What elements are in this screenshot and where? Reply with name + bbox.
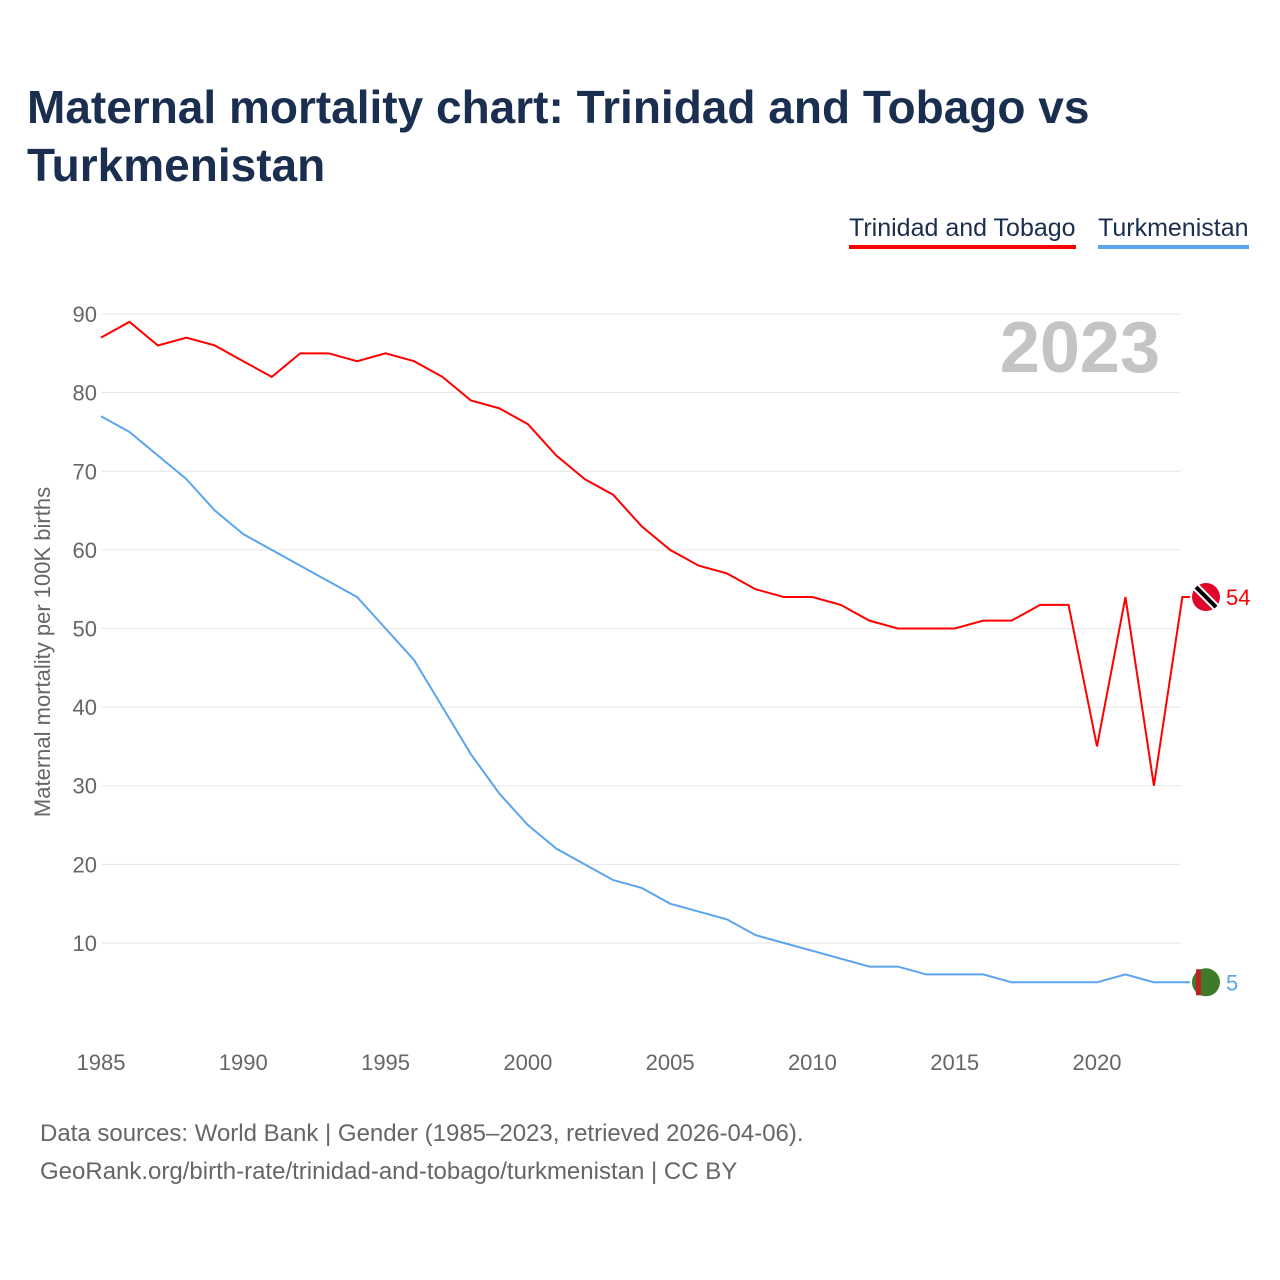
flag-stripe	[1196, 969, 1201, 996]
x-tick-label: 1985	[77, 1050, 126, 1075]
year-watermark: 2023	[1000, 308, 1160, 388]
y-tick-label: 20	[73, 852, 97, 877]
y-tick-label: 90	[73, 302, 97, 327]
footer-link[interactable]: GeoRank.org/birth-rate/trinidad-and-toba…	[40, 1158, 738, 1185]
y-tick-label: 70	[73, 459, 97, 484]
y-tick-label: 80	[73, 381, 97, 406]
x-tick-label: 2000	[503, 1050, 552, 1075]
x-tick-label: 1990	[219, 1050, 268, 1075]
x-tick-label: 2015	[930, 1050, 979, 1075]
y-tick-label: 10	[73, 931, 97, 956]
y-axis-label: Maternal mortality per 100K births	[30, 487, 55, 817]
flag-stripe	[1194, 585, 1218, 609]
end-value-label: 54	[1226, 585, 1250, 610]
legend-trinidad-and-tobago[interactable]: Trinidad and Tobago	[849, 214, 1076, 249]
x-tick-label: 2010	[788, 1050, 837, 1075]
x-tick-label: 2020	[1073, 1050, 1122, 1075]
x-tick-label: 1995	[361, 1050, 410, 1075]
y-tick-label: 30	[73, 774, 97, 799]
footer-sources: Data sources: World Bank | Gender (1985–…	[40, 1120, 804, 1147]
series-line-trinidad-and-tobago	[100, 320, 1190, 786]
series-line-turkmenistan	[100, 415, 1190, 984]
x-tick-label: 2005	[646, 1050, 695, 1075]
y-tick-label: 60	[73, 538, 97, 563]
legend-turkmenistan[interactable]: Turkmenistan	[1098, 214, 1249, 249]
y-tick-label: 40	[73, 695, 97, 720]
line-chart: 10 20 30 40 50 60 70 80 90 1985 1990 1995 2000 2005 20…	[30, 302, 1250, 1075]
chart-title: Maternal mortality chart: Trinidad and T…	[27, 81, 1090, 191]
y-tick-label: 50	[73, 617, 97, 642]
end-value-label: 5	[1226, 970, 1238, 995]
